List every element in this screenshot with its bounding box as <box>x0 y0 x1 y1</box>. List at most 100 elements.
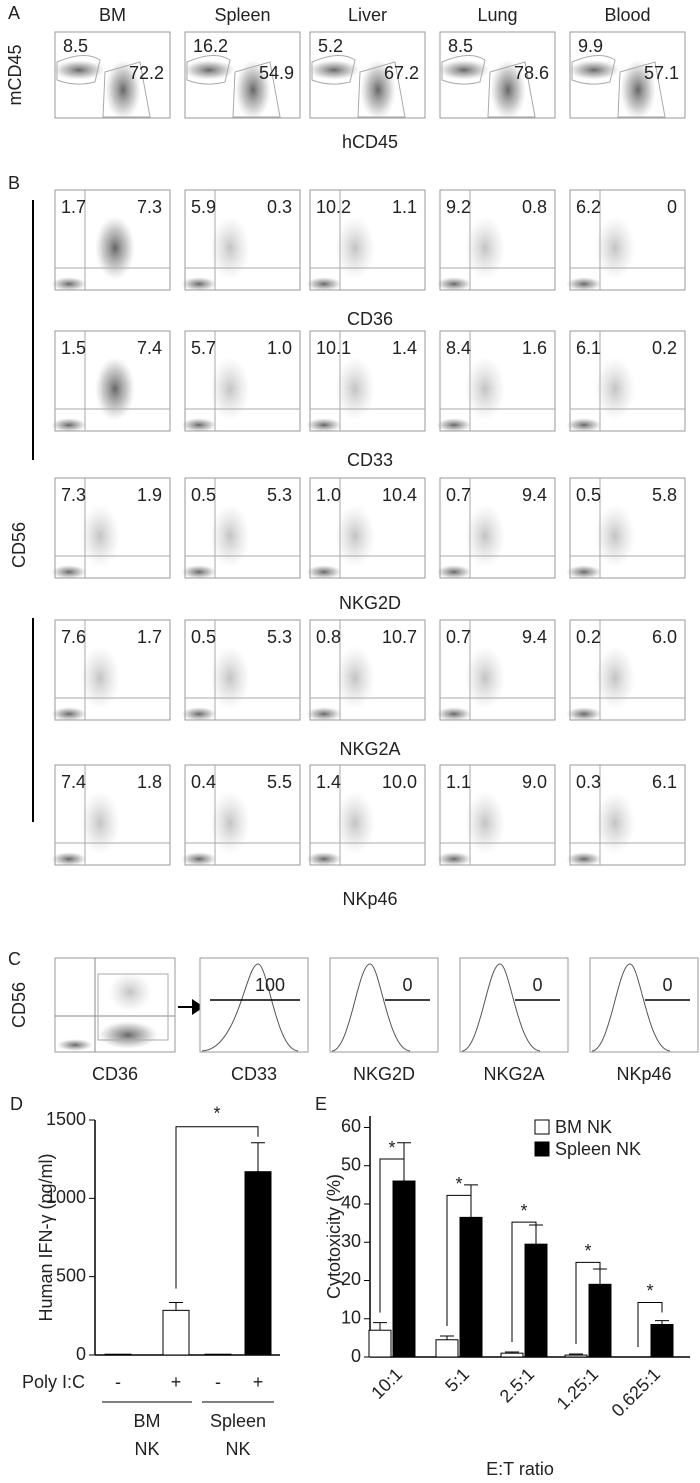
quadrant-value: 6.0 <box>652 627 677 647</box>
quadrant-value: 7.6 <box>61 627 86 647</box>
cell-cloud <box>306 852 342 866</box>
y-tick-label: 50 <box>341 1154 361 1174</box>
quadrant-value: 10.4 <box>382 485 417 505</box>
quadrant-value: 7.3 <box>137 197 162 217</box>
gate-value: 54.9 <box>259 63 294 83</box>
cell-cloud <box>308 60 360 80</box>
quadrant-value: 1.7 <box>61 197 86 217</box>
y-tick-label: 20 <box>341 1269 361 1289</box>
quadrant-value: 9.4 <box>522 627 547 647</box>
axis-label: CD36 <box>92 1064 138 1084</box>
gate <box>56 55 101 85</box>
bar <box>588 1283 612 1358</box>
cell-cloud <box>566 418 602 432</box>
gate <box>186 55 231 85</box>
gate-value: 8.5 <box>448 36 473 56</box>
quadrant-value: 0.2 <box>576 627 601 647</box>
bar <box>104 1353 132 1356</box>
y-tick-label: 1000 <box>46 1187 86 1207</box>
axis-label: mCD45 <box>5 44 25 105</box>
column-header: BM <box>99 5 126 25</box>
x-tick-label: + <box>253 1372 264 1392</box>
quadrant-value: 0.5 <box>576 485 601 505</box>
bar <box>524 1243 548 1358</box>
quadrant-value: 1.5 <box>61 338 86 358</box>
quadrant-value: 0.3 <box>576 772 601 792</box>
column-header: Liver <box>348 5 387 25</box>
cell-cloud <box>595 216 635 280</box>
legend-label: BM NK <box>555 1117 612 1137</box>
error-bar <box>569 1353 583 1356</box>
x-tick-label: 1.25:1 <box>553 1364 603 1414</box>
cell-cloud <box>210 791 250 855</box>
bar <box>650 1323 674 1358</box>
gate-value: 5.2 <box>318 36 343 56</box>
histogram <box>461 963 541 1052</box>
gate-value: 57.1 <box>644 63 679 83</box>
row-label: Poly I:C <box>22 1372 85 1392</box>
quadrant-value: 5.9 <box>191 197 216 217</box>
gate <box>357 61 406 118</box>
cell-cloud <box>436 565 472 579</box>
group-label: BM <box>134 1411 161 1431</box>
gate <box>102 61 151 118</box>
cell-cloud <box>566 565 602 579</box>
quadrant-value: 0.8 <box>316 627 341 647</box>
x-tick-label: 10:1 <box>367 1364 406 1403</box>
bar <box>564 1354 588 1358</box>
cell-cloud <box>566 707 602 721</box>
quadrant-value: 10.2 <box>316 197 351 217</box>
axis-label: E:T ratio <box>486 1459 554 1479</box>
quadrant-value: 6.1 <box>576 338 601 358</box>
cell-cloud <box>183 60 235 80</box>
quadrant-value: 1.1 <box>446 772 471 792</box>
gate-value: 0 <box>402 975 412 995</box>
significance-label: * <box>520 1201 527 1221</box>
gate-value: 0 <box>532 975 542 995</box>
quadrant-value: 1.0 <box>267 338 292 358</box>
histogram <box>331 963 411 1052</box>
quadrant-value: 0.4 <box>191 772 216 792</box>
cell-cloud <box>108 972 152 1012</box>
cell-cloud <box>51 418 87 432</box>
quadrant-value: 9.2 <box>446 197 471 217</box>
cell-cloud <box>335 791 375 855</box>
quadrant-value: 0.5 <box>191 485 216 505</box>
quadrant-value: 10.0 <box>382 772 417 792</box>
x-tick-label: 2.5:1 <box>496 1364 538 1406</box>
cell-cloud <box>51 852 87 866</box>
gate-value: 67.2 <box>384 63 419 83</box>
error-bar <box>373 1322 387 1331</box>
quadrant-value: 1.9 <box>137 485 162 505</box>
marker-label: NKp46 <box>616 1064 671 1084</box>
quadrant-value: 1.7 <box>137 627 162 647</box>
cell-cloud <box>306 565 342 579</box>
y-tick-label: 1500 <box>46 1109 86 1129</box>
quadrant-value: 1.4 <box>316 772 341 792</box>
cell-cloud <box>465 357 505 421</box>
panel-label: E <box>315 1094 327 1114</box>
axis-label: Cytotoxicity (%) <box>324 1174 344 1299</box>
axis-label: CD56 <box>9 522 29 568</box>
bar <box>368 1329 392 1358</box>
cell-cloud <box>490 60 526 120</box>
cell-cloud <box>335 357 375 421</box>
cell-cloud <box>181 852 217 866</box>
arrow-head <box>192 999 204 1015</box>
panel-label: A <box>8 3 20 23</box>
plot-frame <box>439 619 556 721</box>
gate-value: 72.2 <box>129 63 164 83</box>
marker-label: CD36 <box>347 309 393 329</box>
quadrant-value: 9.0 <box>522 772 547 792</box>
cell-cloud <box>181 277 217 291</box>
cell-cloud <box>210 357 250 421</box>
error-bar <box>655 1320 669 1325</box>
cell-cloud <box>595 504 635 568</box>
cell-cloud <box>306 707 342 721</box>
cell-cloud <box>181 707 217 721</box>
quadrant-value: 10.7 <box>382 627 417 647</box>
cell-cloud <box>181 565 217 579</box>
marker-label: NKp46 <box>342 889 397 909</box>
significance-label: * <box>455 1174 462 1194</box>
